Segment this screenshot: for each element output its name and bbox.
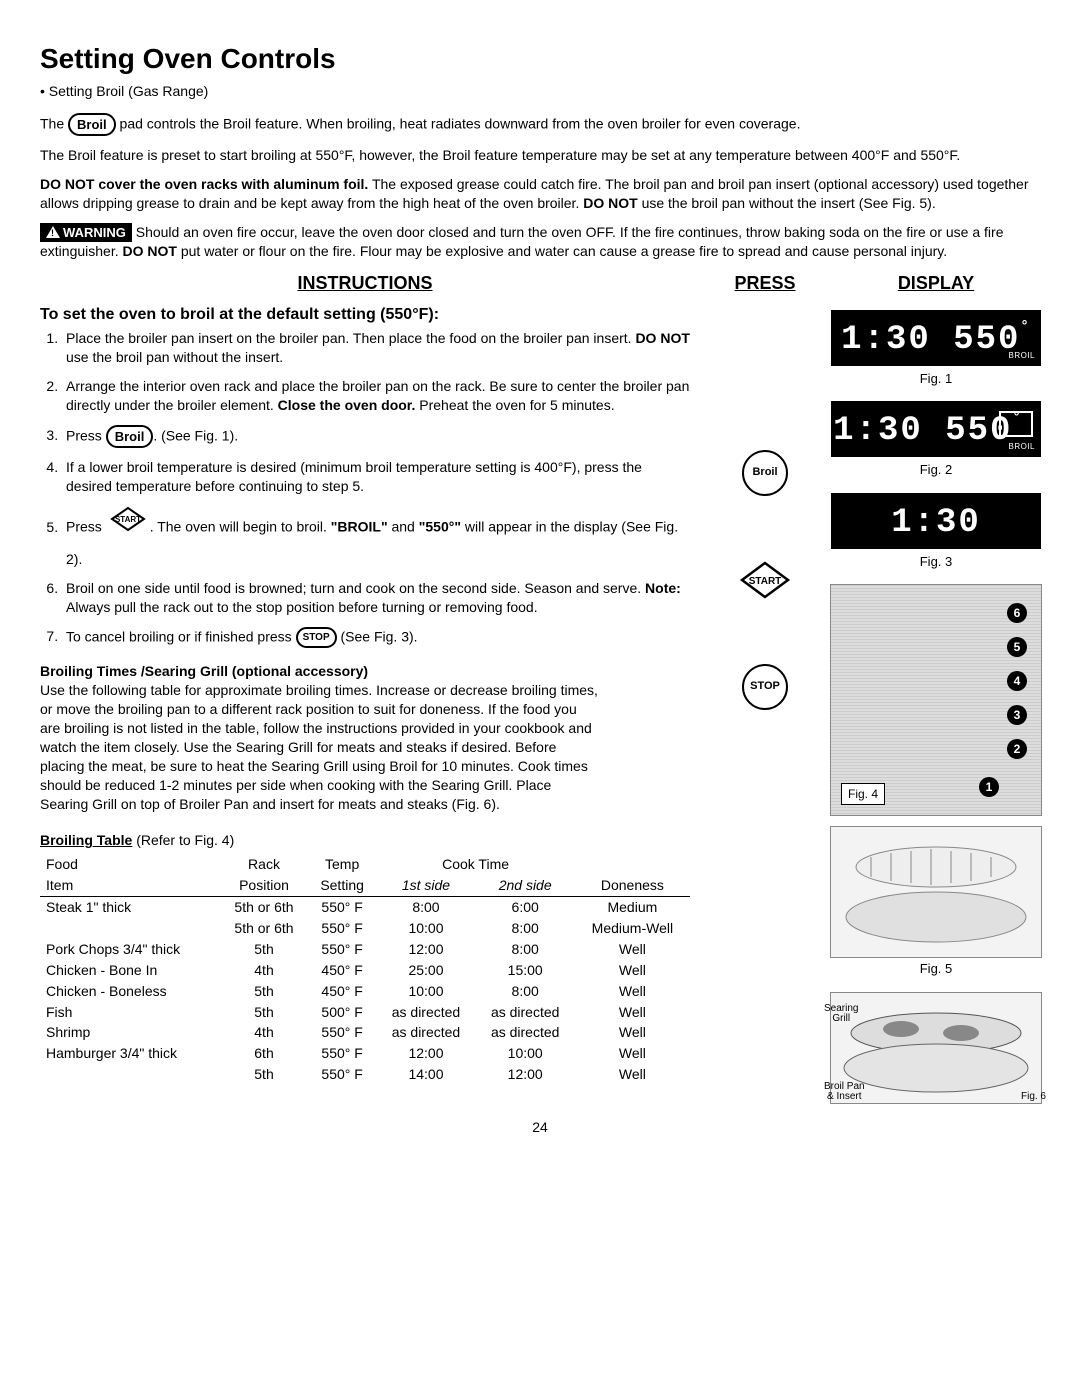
table-row: Pork Chops 3/4" thick5th550° F12:008:00W… xyxy=(40,939,690,960)
section-default-broil: To set the oven to broil at the default … xyxy=(40,304,690,326)
display-fig1: 1:30 550° BROIL xyxy=(831,310,1041,366)
th-position: Position xyxy=(220,875,308,896)
stop-button[interactable]: STOP xyxy=(742,664,788,710)
text: . The oven will begin to broil. xyxy=(150,519,331,535)
stop-pad-icon: STOP xyxy=(296,627,337,649)
lcd-text: 1:30 550 xyxy=(833,412,1012,450)
text: use the broil pan without the insert. xyxy=(66,349,283,365)
fig4-caption: Fig. 4 xyxy=(841,783,885,805)
text: and xyxy=(388,519,419,535)
text: pad controls the Broil feature. When bro… xyxy=(120,115,801,131)
start-button[interactable]: START xyxy=(738,560,792,600)
lcd-label: BROIL xyxy=(1008,351,1035,362)
table-row: 5th or 6th550° F10:008:00Medium-Well xyxy=(40,918,690,939)
th-temp: Temp xyxy=(308,854,377,875)
instructions-heading: INSTRUCTIONS xyxy=(40,271,690,295)
fig5-caption: Fig. 5 xyxy=(830,960,1042,978)
subtitle: Setting Broil (Gas Range) xyxy=(60,82,1040,101)
warning-label: WARNING xyxy=(63,225,126,240)
text: Press xyxy=(66,519,106,535)
text: To cancel broiling or if finished press xyxy=(66,628,296,644)
step-4: If a lower broil temperature is desired … xyxy=(62,458,690,496)
display-fig2: 1:30 550° BROIL xyxy=(831,401,1041,457)
display-fig3: 1:30 xyxy=(831,493,1041,549)
page-number: 24 xyxy=(40,1118,1040,1137)
text: DO NOT cover the oven racks with aluminu… xyxy=(40,176,368,192)
svg-text:START: START xyxy=(749,576,782,587)
caution-paragraph: DO NOT cover the oven racks with aluminu… xyxy=(40,175,1040,213)
fig6-caption: Fig. 6 xyxy=(1021,1092,1046,1102)
text: Broil on one side until food is browned;… xyxy=(66,580,645,596)
text: The xyxy=(40,115,68,131)
th-setting: Setting xyxy=(308,875,377,896)
step-7: To cancel broiling or if finished press … xyxy=(62,627,690,649)
broil-pad-icon: Broil xyxy=(68,113,116,137)
broil-pan-exploded xyxy=(830,826,1042,958)
th-done: Doneness xyxy=(575,875,690,896)
intro-paragraph-2: The Broil feature is preset to start bro… xyxy=(40,146,1040,165)
oven-rack-figure: 6 5 4 3 2 1 Fig. 4 xyxy=(830,584,1042,816)
steps-list: Place the broiler pan insert on the broi… xyxy=(40,329,690,648)
table-title-row: Broiling Table (Refer to Fig. 4) xyxy=(40,831,690,850)
table-row: Chicken - Bone In4th450° F25:0015:00Well xyxy=(40,960,690,981)
text: (See Fig. 3). xyxy=(337,628,418,644)
th-rack: Rack xyxy=(220,854,308,875)
lcd-text: 1:30 550 xyxy=(841,321,1020,359)
warning-paragraph: WARNING Should an oven fire occur, leave… xyxy=(40,223,1040,261)
table-row: Steak 1" thick5th or 6th550° F8:006:00Me… xyxy=(40,897,690,918)
text: . (See Fig. 1). xyxy=(153,427,238,443)
table-row: Fish5th500° Fas directedas directedWell xyxy=(40,1002,690,1023)
searing-title: Broiling Times /Searing Grill (optional … xyxy=(40,662,690,681)
text: Note: xyxy=(645,580,681,596)
text: If a lower broil temperature is desired … xyxy=(66,459,642,494)
text: "550°" xyxy=(419,519,461,535)
svg-text:START: START xyxy=(115,515,141,524)
broil-button[interactable]: Broil xyxy=(742,450,788,496)
th-side2: 2nd side xyxy=(476,875,575,896)
text: DO NOT xyxy=(123,243,177,259)
th-item: Item xyxy=(40,875,220,896)
step-3: Press Broil. (See Fig. 1). xyxy=(62,425,690,449)
start-pad-icon: START xyxy=(106,506,150,550)
th-cook: Cook Time xyxy=(376,854,574,875)
text: put water or flour on the fire. Flour ma… xyxy=(181,243,947,259)
fig3-caption: Fig. 3 xyxy=(830,553,1042,571)
text: Place the broiler pan insert on the broi… xyxy=(66,330,635,346)
table-title: Broiling Table xyxy=(40,832,132,848)
text: DO NOT xyxy=(583,195,637,211)
searing-body: Use the following table for approximate … xyxy=(40,681,600,813)
intro-paragraph-1: The Broil pad controls the Broil feature… xyxy=(40,113,1040,137)
text: use the broil pan without the insert (Se… xyxy=(642,195,936,211)
broil-pad-icon: Broil xyxy=(106,425,154,449)
warning-badge: WARNING xyxy=(40,223,132,243)
lcd-text: 1:30 xyxy=(831,501,1041,547)
table-row: Shrimp4th550° Fas directedas directedWel… xyxy=(40,1022,690,1043)
table-row: Chicken - Boneless5th450° F10:008:00Well xyxy=(40,981,690,1002)
step-1: Place the broiler pan insert on the broi… xyxy=(62,329,690,367)
text: (Refer to Fig. 4) xyxy=(132,832,234,848)
page-title: Setting Oven Controls xyxy=(40,40,1040,78)
text: Preheat the oven for 5 minutes. xyxy=(415,397,614,413)
table-row: 5th550° F14:0012:00Well xyxy=(40,1064,690,1085)
text: Press xyxy=(66,427,106,443)
label-searing: Searing Grill xyxy=(824,1004,858,1024)
text: DO NOT xyxy=(635,330,689,346)
fig2-caption: Fig. 2 xyxy=(830,461,1042,479)
th-food: Food xyxy=(40,854,220,875)
press-heading: PRESS xyxy=(720,271,810,295)
fig1-caption: Fig. 1 xyxy=(830,370,1042,388)
text: Always pull the rack out to the stop pos… xyxy=(66,599,538,615)
table-row: Hamburger 3/4" thick6th550° F12:0010:00W… xyxy=(40,1043,690,1064)
text: Close the oven door. xyxy=(278,397,416,413)
step-2: Arrange the interior oven rack and place… xyxy=(62,377,690,415)
th-side1: 1st side xyxy=(376,875,475,896)
display-heading: DISPLAY xyxy=(830,271,1042,295)
text: "BROIL" xyxy=(331,519,388,535)
step-6: Broil on one side until food is browned;… xyxy=(62,579,690,617)
lcd-label: BROIL xyxy=(1008,442,1035,453)
label-broilpan: Broil Pan & Insert xyxy=(824,1082,865,1102)
step-5: Press START . The oven will begin to broi… xyxy=(62,506,690,569)
broiling-table: Food Rack Temp Cook Time Item Position S… xyxy=(40,854,690,1085)
